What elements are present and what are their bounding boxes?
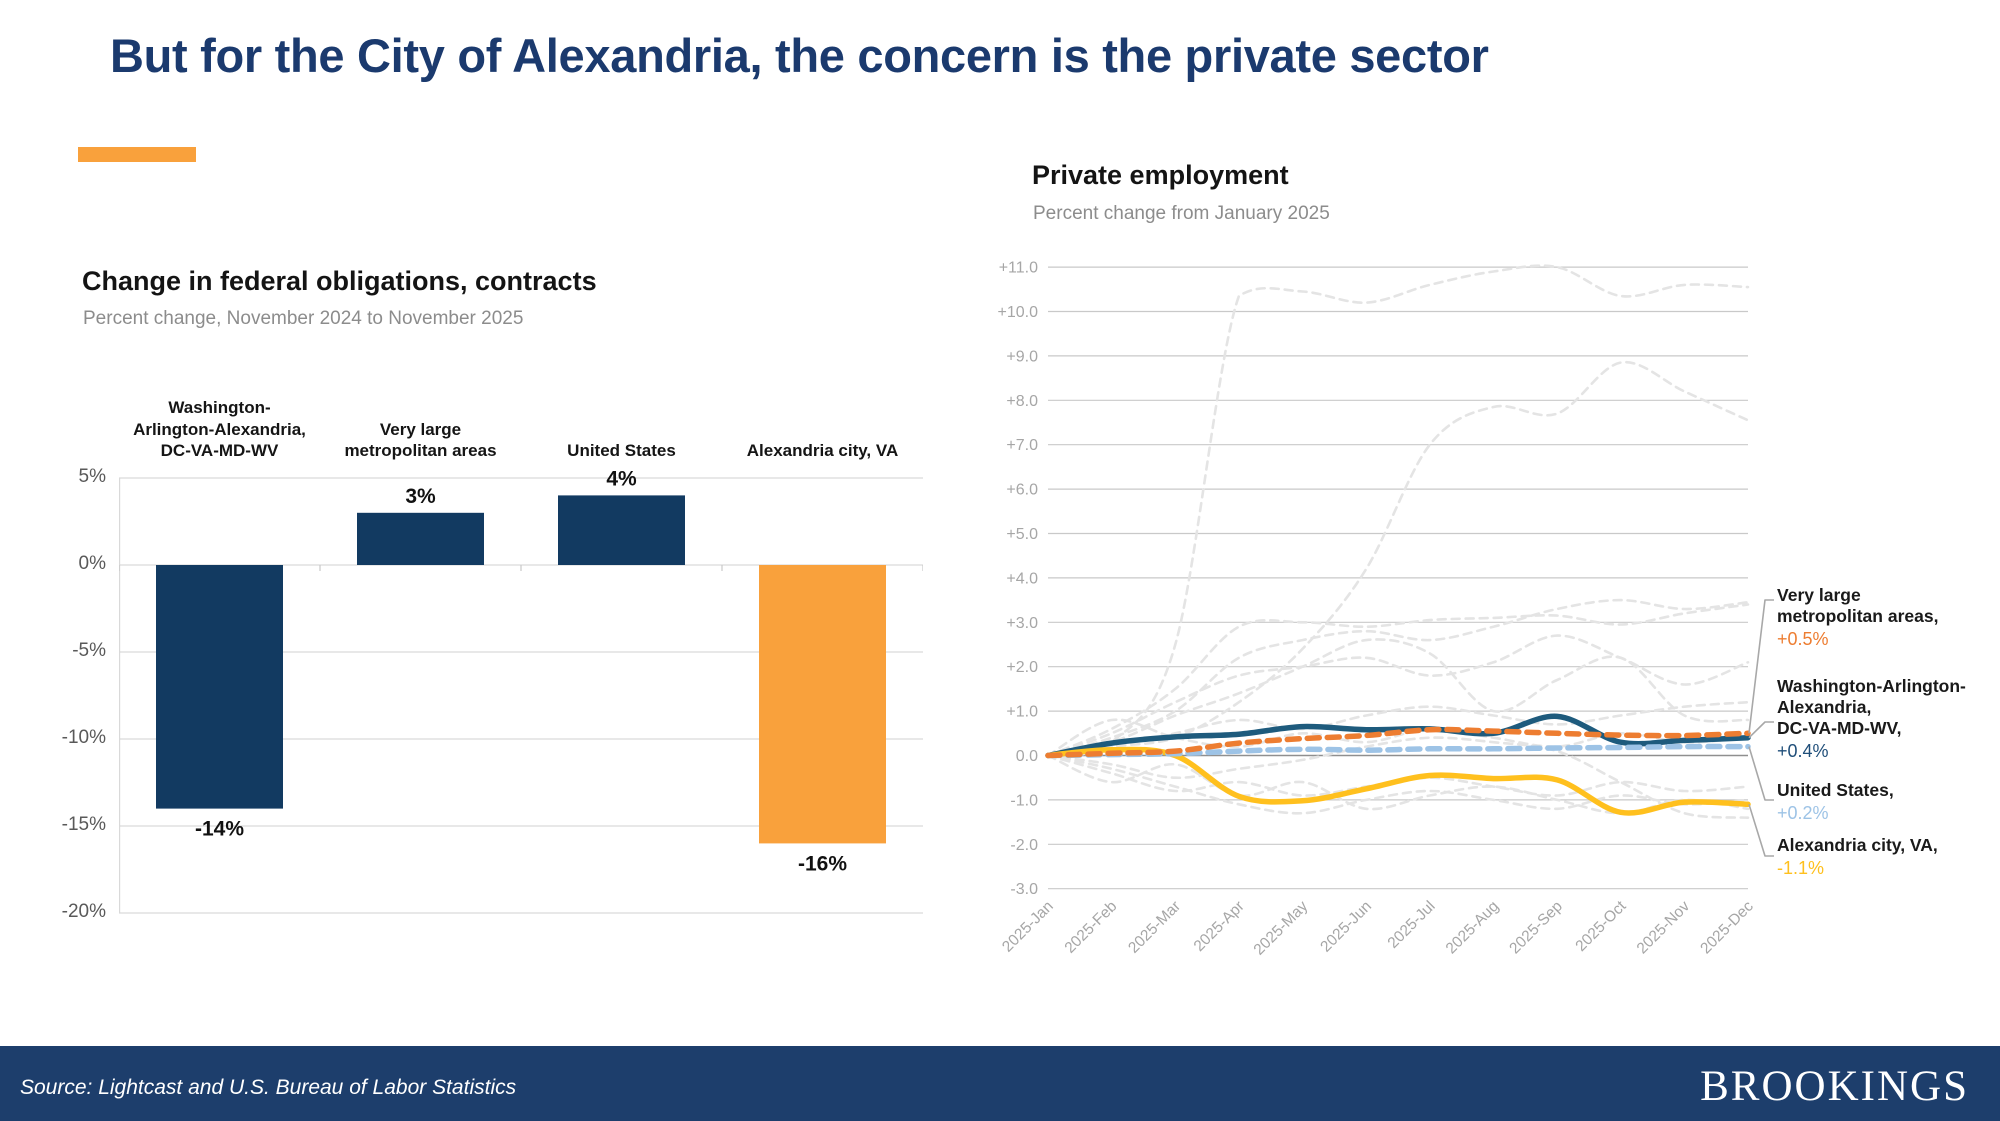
category-label-line: DC-VA-MD-WV (160, 441, 279, 461)
series-callout: United States, +0.2% (1777, 780, 1894, 824)
x-tick-label: 2025-Feb (1062, 898, 1121, 957)
line-chart-subtitle: Percent change from January 2025 (1033, 203, 1330, 224)
bar (759, 565, 886, 844)
callout-series-name: Alexandria, (1777, 697, 1872, 717)
x-tick-label: 2025-Sep (1506, 898, 1566, 958)
category-label-line: Washington- (168, 397, 271, 417)
series-line-very-large-metros (1045, 726, 1751, 759)
bar-chart-title: Change in federal obligations, contracts (82, 266, 597, 296)
bar-value-label: -16% (798, 852, 847, 875)
callout-series-name: DC-VA-MD-WV, (1777, 718, 1902, 738)
category-label: Washington- Arlington-Alexandria, DC-VA-MD… (112, 380, 328, 462)
callout-series-value: +0.4% (1777, 741, 1829, 761)
x-tick-label: 2025-Apr (1191, 898, 1248, 955)
x-tick-label: 2025-Jun (1317, 898, 1375, 956)
callout-series-name: metropolitan areas, (1777, 606, 1939, 626)
callout-connector (1748, 804, 1774, 857)
background-series (1046, 603, 1750, 757)
slide-title: But for the City of Alexandria, the conc… (110, 29, 1489, 82)
y-tick-label: -1.0 (1010, 792, 1038, 809)
y-tick-label: +5.0 (1006, 526, 1038, 543)
series-line-washington-msa (1045, 713, 1751, 759)
line-chart-title: Private employment (1032, 160, 1289, 190)
line-chart-plot: +11.0 +10.0 +9.0 +8.0 +7.0 +6.0 +5.0 +4.0 +3.0 +2… (998, 260, 1774, 959)
category-label-line: Arlington-Alexandria, (133, 419, 306, 439)
y-tick-label: 5% (78, 466, 106, 487)
bar-value-label: 4% (606, 467, 637, 490)
series-callout: Washington-Arlington- Alexandria, DC-VA-MD… (1777, 676, 1966, 762)
bar (558, 495, 685, 565)
series-callout: Very large metropolitan areas, +0.5% (1777, 585, 1938, 650)
y-tick-label: -10% (61, 727, 106, 748)
background-series (1046, 754, 1750, 815)
background-series (1046, 360, 1750, 757)
y-tick-label: +11.0 (999, 260, 1038, 277)
x-tick-label: 2025-Jul (1385, 898, 1439, 952)
bar-value-label: -14% (195, 818, 244, 841)
category-label-line: Alexandria city, VA (746, 441, 899, 461)
y-tick-label: -20% (61, 901, 106, 922)
y-tick-label: +8.0 (1006, 393, 1038, 410)
y-tick-label: -5% (72, 640, 106, 661)
y-tick-label: +6.0 (1006, 482, 1038, 499)
bar-chart-subtitle: Percent change, November 2024 to Novembe… (83, 308, 524, 329)
series-line-alexandria-city (1045, 746, 1751, 816)
series-callout: Alexandria city, VA, -1.1% (1777, 835, 1938, 879)
bar (156, 565, 283, 809)
y-tick-label: +9.0 (1006, 348, 1038, 365)
background-series (1046, 638, 1750, 757)
y-tick-label: -3.0 (1010, 881, 1038, 898)
y-tick-label: +3.0 (1006, 615, 1038, 632)
bar (357, 512, 484, 565)
y-tick-label: -15% (61, 814, 106, 835)
callout-series-value: +0.2% (1777, 803, 1829, 823)
x-tick-label: 2025-Jan (999, 898, 1057, 956)
y-tick-label: -2.0 (1010, 837, 1038, 854)
callout-connector (1748, 599, 1774, 734)
x-tick-label: 2025-Dec (1697, 898, 1757, 958)
brookings-logo: BROOKINGS (1700, 1063, 1969, 1110)
callout-connector (1748, 721, 1774, 739)
callout-series-value: +0.5% (1777, 629, 1829, 649)
callout-series-name: United States, (1777, 780, 1894, 800)
background-series (1046, 598, 1750, 757)
background-series (1046, 736, 1750, 819)
category-label: United States (514, 380, 730, 462)
callout-connector (1748, 746, 1774, 801)
callout-series-name: Washington-Arlington- (1777, 676, 1966, 696)
bar-chart-plot: -14% 3% 4% -16% (119, 467, 923, 914)
y-tick-label: +7.0 (1006, 437, 1038, 454)
x-tick-label: 2025-Mar (1125, 898, 1184, 957)
footer-bar (0, 1046, 2000, 1121)
background-series (1046, 700, 1750, 757)
y-tick-label: +1.0 (1006, 704, 1038, 721)
accent-bar (78, 147, 196, 162)
callout-series-name: Very large (1777, 585, 1861, 605)
y-tick-label: +4.0 (1006, 570, 1038, 587)
x-tick-label: 2025-Aug (1443, 898, 1503, 958)
x-tick-label: 2025-Nov (1634, 898, 1694, 958)
category-label-line: Very large (379, 419, 462, 439)
category-label: Very large metropolitan areas (313, 380, 529, 462)
category-label-line: metropolitan areas (344, 441, 497, 461)
background-series (1046, 264, 1750, 757)
bar-value-label: 3% (405, 485, 436, 508)
background-series (1046, 754, 1750, 797)
category-label: Alexandria city, VA (715, 380, 931, 462)
callout-series-value: -1.1% (1777, 858, 1825, 878)
source-note: Source: Lightcast and U.S. Bureau of Lab… (20, 1076, 517, 1099)
callout-series-name: Alexandria city, VA, (1777, 835, 1938, 855)
y-tick-label: +10.0 (998, 304, 1039, 321)
y-tick-label: 0.0 (1016, 748, 1038, 765)
x-tick-label: 2025-May (1251, 898, 1312, 959)
category-label-line: United States (567, 441, 676, 461)
y-tick-label: +2.0 (1006, 659, 1038, 676)
background-series (1046, 634, 1750, 757)
y-tick-label: 0% (78, 553, 106, 574)
x-tick-label: 2025-Oct (1572, 897, 1630, 955)
